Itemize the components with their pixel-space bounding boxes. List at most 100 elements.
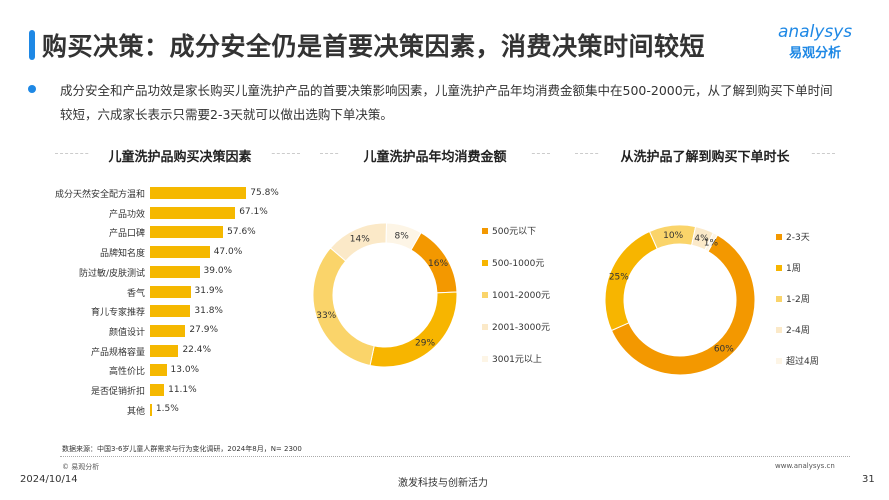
bar-value-label: 11.1%: [168, 384, 197, 395]
bar-label: 产品规格容量: [90, 347, 145, 358]
legend-swatch: [776, 357, 782, 364]
data-source: 数据来源：中国3-6岁儿童人群需求与行为变化调研，2024年8月，N= 2300: [62, 445, 302, 453]
legend-item: 3001元以上: [482, 352, 542, 365]
donut-slice-label: 33%: [316, 311, 336, 321]
bar-value-label: 1.5%: [155, 404, 179, 415]
bar-value-label: 67.1%: [239, 207, 268, 218]
slogan: 激发科技与创新活力: [398, 478, 488, 489]
donut-slice: [385, 222, 422, 251]
donut-slice-label: 1%: [704, 238, 719, 248]
bar-value-label: 22.4%: [182, 345, 212, 356]
bar-label: 成分天然安全配方温和: [54, 190, 145, 200]
legend-label: 2-3天: [786, 233, 810, 243]
legend-item: 2-4周: [776, 323, 810, 336]
bar-label: 产品功效: [108, 209, 145, 220]
bar-label: 防过敏/皮肤测试: [78, 268, 145, 279]
bar-label: 品牌知名度: [99, 249, 145, 260]
legend-swatch: [482, 291, 488, 298]
bar-value-label: 47.0%: [213, 246, 243, 257]
bar: [150, 246, 210, 259]
legend-item: 500-1000元: [482, 256, 544, 269]
bar: [150, 364, 167, 377]
donut-slice-label: 29%: [415, 338, 435, 348]
bar: [150, 285, 191, 298]
legend-label: 2001-3000元: [492, 323, 551, 333]
donut-slice-label: 4%: [694, 234, 709, 244]
legend-label: 2-4周: [786, 326, 810, 336]
donut-slice-label: 60%: [714, 345, 734, 355]
bar-value-label: 57.6%: [227, 226, 256, 237]
bar: [150, 226, 224, 239]
website: www.analysys.cn: [775, 462, 835, 470]
title-accent-bar: [29, 30, 35, 60]
bar-label: 育儿专家推荐: [90, 308, 145, 319]
bar: [150, 403, 152, 416]
legend-label: 1周: [786, 264, 801, 274]
summary-text: 成分安全和产品功效是家长购买儿童洗护产品的首要决策影响因素，儿童洗护产品年均消费…: [60, 83, 833, 122]
legend-item: 1001-2000元: [482, 288, 550, 301]
legend-label: 500-1000元: [492, 259, 545, 269]
footer-rule: [60, 456, 850, 457]
logo-en: analysys: [778, 22, 853, 42]
legend-swatch: [776, 295, 782, 302]
bar-value-label: 31.9%: [194, 286, 224, 296]
legend-label: 500元以下: [492, 227, 537, 237]
bar-label: 其他: [126, 406, 145, 417]
legend-item: 2-3天: [776, 230, 810, 243]
donut-slice-label: 16%: [428, 259, 448, 269]
donut2-title: 从洗护品了解到购买下单时长: [600, 146, 810, 165]
bar-value-label: 31.8%: [194, 305, 223, 316]
bar-value-label: 13.0%: [170, 364, 200, 375]
bar: [150, 265, 200, 278]
legend-swatch: [482, 323, 488, 330]
bar: [150, 206, 236, 219]
bar-label: 香气: [126, 288, 145, 299]
donut-slice: [312, 247, 375, 367]
legend-label: 1001-2000元: [492, 291, 551, 301]
page-number: 31: [862, 474, 875, 485]
bar-chart-title: 儿童洗护品购买决策因素: [90, 146, 270, 165]
donut-slice-label: 14%: [350, 234, 370, 244]
legend-item: 超过4周: [776, 354, 819, 367]
bar-label: 高性价比: [108, 367, 145, 378]
legend-item: 500元以下: [482, 224, 536, 237]
page-title: 购买决策：成分安全仍是首要决策因素，消费决策时间较短: [42, 32, 706, 61]
donut-slice-label: 25%: [609, 273, 629, 283]
bar-label: 产品口碑: [108, 229, 145, 240]
legend-swatch: [776, 233, 782, 240]
bar-label: 颜值设计: [108, 327, 145, 338]
donut-slice: [369, 291, 458, 368]
bar-value-label: 75.8%: [250, 187, 279, 198]
legend-label: 1-2周: [786, 295, 810, 305]
logo-cn: 易观分析: [789, 46, 842, 61]
date: 2024/10/14: [20, 474, 78, 485]
donut-slice-label: 8%: [395, 231, 410, 241]
donut1-title: 儿童洗护品年均消费金额: [340, 146, 530, 165]
legend-swatch: [482, 259, 488, 266]
bar: [150, 305, 191, 318]
legend-swatch: [776, 326, 782, 333]
bar: [150, 384, 165, 396]
legend-label: 超过4周: [786, 357, 819, 367]
bar: [150, 187, 247, 199]
bar-value-label: 39.0%: [203, 266, 233, 277]
bar-value-label: 27.9%: [189, 325, 219, 336]
donut-chart-time: 60% 25% 10% 4%1%: [604, 224, 756, 376]
donut-slice: [704, 232, 719, 253]
legend-item: 1-2周: [776, 292, 810, 305]
donut-slice-label: 10%: [663, 231, 683, 241]
logo: analysys 易观分析: [778, 22, 852, 61]
legend-item: 1周: [776, 261, 801, 274]
legend-swatch: [776, 264, 782, 271]
bar: [150, 344, 179, 357]
donut-slice: [610, 234, 756, 376]
legend-swatch: [482, 355, 488, 362]
bar: [150, 324, 186, 337]
legend-item: 2001-3000元: [482, 320, 550, 333]
bullet-icon: [28, 85, 36, 93]
legend-swatch: [482, 227, 488, 234]
donut-chart-spend: 16% 29% 33% 14% 8%: [312, 222, 458, 368]
copyright: © 易观分析: [62, 463, 100, 471]
legend-label: 3001元以上: [492, 355, 542, 365]
bar-label: 是否促销折扣: [90, 387, 145, 397]
